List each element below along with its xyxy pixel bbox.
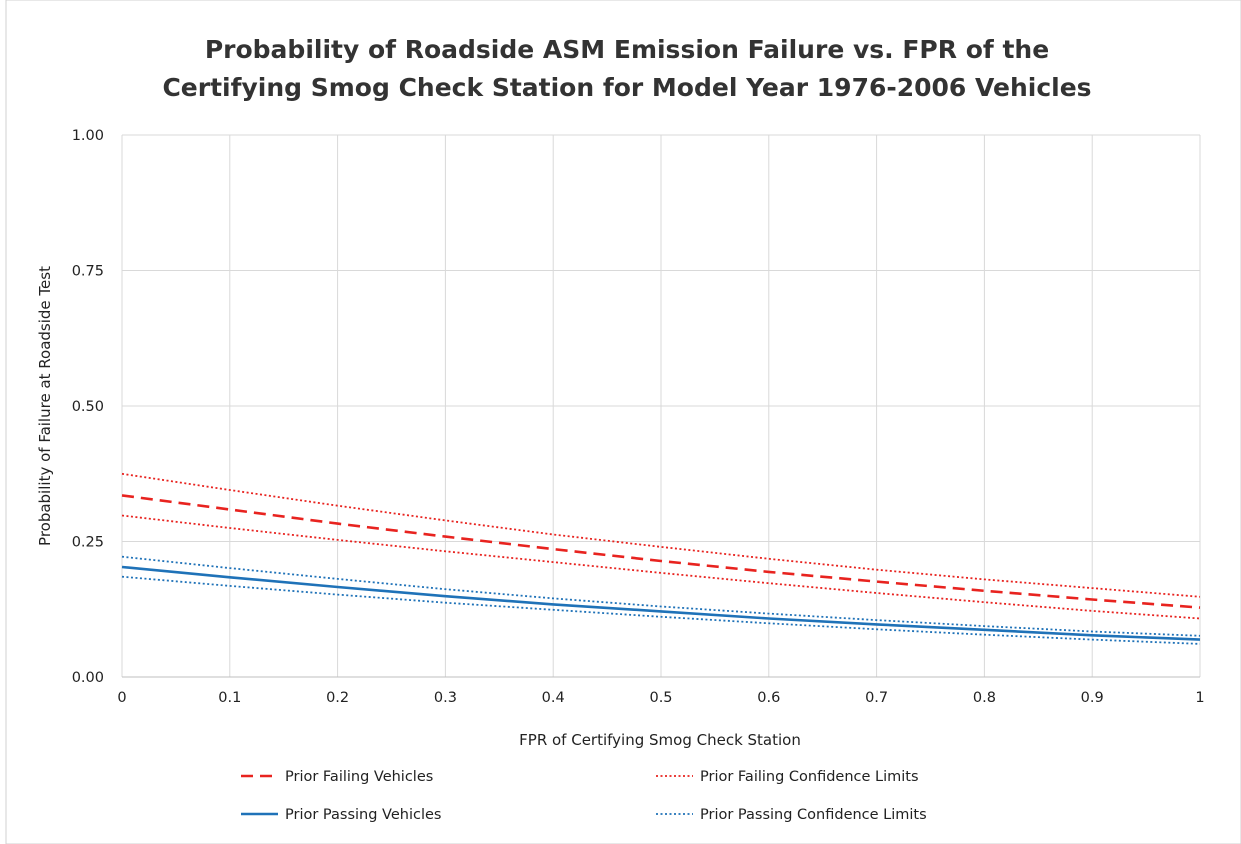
x-tick-label: 0.9 (1081, 690, 1104, 706)
x-tick-label: 0 (117, 690, 126, 706)
y-tick-label: 0.50 (72, 399, 104, 415)
chart-frame (5, 0, 1241, 844)
chart-title-line-2: Certifying Smog Check Station for Model … (162, 73, 1091, 102)
x-tick-label: 0.4 (542, 690, 565, 706)
series-line-3 (121, 565, 1201, 641)
x-tick-label: 0.8 (973, 690, 996, 706)
series-lines (121, 472, 1201, 645)
series-line-0 (121, 494, 1201, 609)
legend-label-4: Prior Passing Confidence Limits (700, 807, 927, 823)
y-tick-label: 0.75 (72, 264, 104, 280)
x-tick-label: 1 (1195, 690, 1204, 706)
legend-label-0: Prior Failing Vehicles (285, 769, 433, 785)
x-tick-label: 0.2 (326, 690, 349, 706)
y-tick-label: 0.00 (72, 670, 104, 686)
series-line-1 (121, 472, 1201, 598)
x-tick-label: 0.6 (757, 690, 780, 706)
series-line-2 (121, 514, 1201, 620)
y-tick-labels: 0.00 0.25 0.50 0.75 1.00 (72, 128, 104, 686)
legend-label-1: Prior Failing Confidence Limits (700, 769, 919, 785)
x-axis-label: FPR of Certifying Smog Check Station (519, 731, 801, 749)
x-tick-label: 0.7 (865, 690, 888, 706)
grid-lines (121, 134, 1201, 678)
y-tick-label: 0.25 (72, 535, 104, 551)
x-tick-label: 0.3 (434, 690, 457, 706)
legend: Prior Failing Vehicles Prior Failing Conf… (241, 769, 927, 823)
y-tick-label: 1.00 (72, 128, 104, 144)
legend-label-3: Prior Passing Vehicles (285, 807, 441, 823)
y-axis-label: Probability of Failure at Roadside Test (36, 266, 54, 546)
chart-title-line-1: Probability of Roadside ASM Emission Fai… (205, 35, 1049, 64)
x-tick-label: 0.1 (218, 690, 241, 706)
series-line-5 (121, 575, 1201, 645)
series-line-4 (121, 555, 1201, 637)
x-tick-labels: 0 0.1 0.2 0.3 0.4 0.5 0.6 0.7 0.8 0.9 1 (117, 690, 1204, 706)
x-tick-label: 0.5 (649, 690, 672, 706)
